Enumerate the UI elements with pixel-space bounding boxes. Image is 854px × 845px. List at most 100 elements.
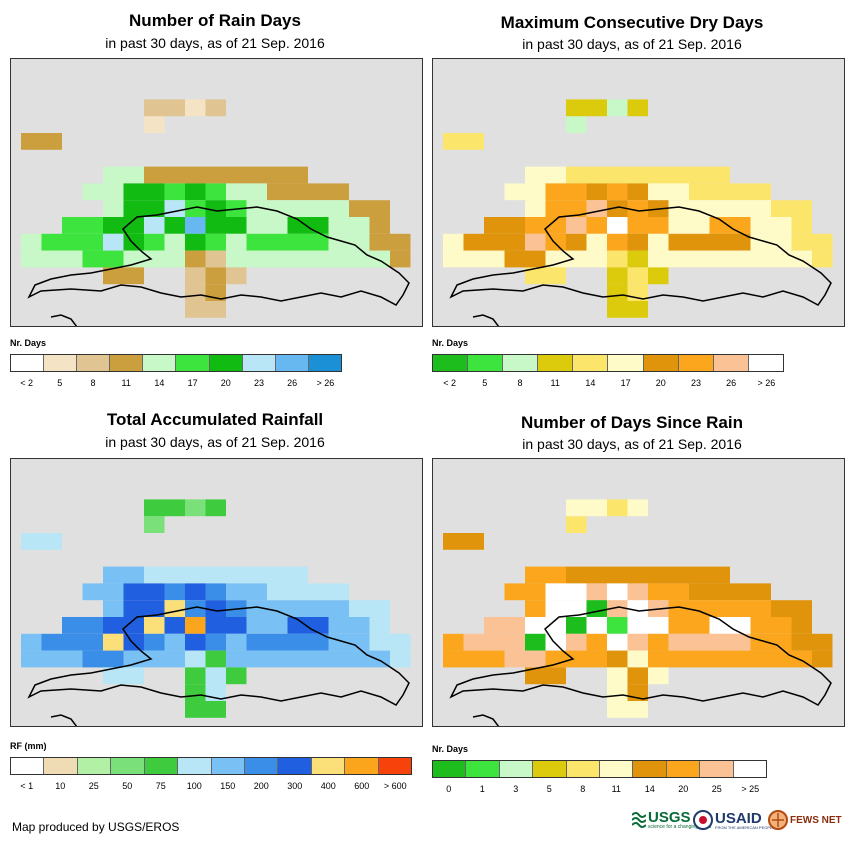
grid-cell bbox=[226, 267, 247, 285]
grid-cell bbox=[21, 250, 42, 268]
grid-cell bbox=[812, 250, 833, 268]
grid-cell bbox=[144, 99, 165, 117]
grid-cell bbox=[164, 99, 185, 117]
legend-swatch bbox=[242, 355, 276, 371]
grid-cell bbox=[566, 633, 587, 651]
legend-tick-label: > 25 bbox=[741, 784, 760, 794]
grid-cell bbox=[771, 217, 792, 234]
grid-cell bbox=[709, 633, 730, 651]
grid-cell bbox=[668, 583, 689, 601]
usgs-logo: USGS science for a changing world bbox=[632, 807, 711, 833]
grid-cell bbox=[246, 583, 267, 601]
grid-cell bbox=[205, 267, 226, 285]
legend-swatch bbox=[466, 761, 500, 777]
panel-title: Number of Days Since Rain bbox=[520, 413, 743, 432]
grid-cell bbox=[607, 633, 628, 651]
grid-cell bbox=[504, 250, 525, 268]
grid-cell bbox=[668, 250, 689, 268]
rainfall-legend-ticks: < 1 10 25 50 75 100 150 200 300 400 600 > 600 bbox=[10, 781, 412, 793]
grid-cell bbox=[668, 183, 689, 201]
legend-swatch bbox=[44, 758, 78, 774]
grid-cell bbox=[627, 701, 648, 718]
footer-credit: Map produced by USGS/EROS bbox=[12, 820, 180, 834]
grid-cell bbox=[545, 583, 566, 601]
grid-cell bbox=[164, 583, 185, 601]
grid-cell bbox=[586, 200, 607, 217]
grid-cell bbox=[648, 583, 669, 601]
grid-cell bbox=[308, 650, 329, 668]
legend-tick-label: 25 bbox=[711, 784, 722, 794]
grid-cell bbox=[791, 600, 812, 617]
grid-cell bbox=[246, 166, 267, 184]
legend-tick-label: 200 bbox=[253, 781, 269, 791]
grid-cell bbox=[246, 183, 267, 201]
grid-cell bbox=[750, 250, 771, 268]
grid-cell bbox=[730, 600, 751, 617]
grid-cell bbox=[287, 250, 308, 268]
grid-cell bbox=[648, 166, 669, 184]
panel-subtitle: in past 30 days, as of 21 Sep. 2016 bbox=[522, 36, 742, 52]
grid-cell bbox=[648, 650, 669, 668]
grid-cell bbox=[287, 200, 308, 217]
grid-cell bbox=[586, 183, 607, 201]
grid-cell bbox=[771, 617, 792, 634]
legend-swatch bbox=[278, 758, 312, 774]
grid-cell bbox=[607, 600, 628, 617]
grid-cell bbox=[205, 633, 226, 651]
grid-cell bbox=[185, 566, 206, 584]
grid-cell bbox=[144, 233, 165, 251]
grid-cell bbox=[103, 650, 124, 668]
grid-cell bbox=[586, 650, 607, 668]
grid-cell bbox=[144, 617, 165, 634]
grid-cell bbox=[525, 566, 546, 584]
legend-swatch bbox=[678, 355, 714, 371]
grid-cell bbox=[21, 633, 42, 651]
grid-cell bbox=[627, 583, 648, 601]
grid-cell bbox=[648, 183, 669, 201]
legend-tick-label: 26 bbox=[726, 378, 737, 388]
grid-cell bbox=[144, 650, 165, 668]
legend-tick-label: 20 bbox=[678, 784, 689, 794]
grid-cell bbox=[545, 617, 566, 634]
grid-cell bbox=[730, 633, 751, 651]
grid-cell bbox=[607, 267, 628, 285]
grid-cell bbox=[484, 217, 505, 234]
grid-cell bbox=[627, 566, 648, 584]
legend-swatch bbox=[573, 355, 609, 371]
grid-cell bbox=[185, 99, 206, 117]
grid-cell bbox=[205, 217, 226, 234]
grid-cell bbox=[226, 217, 247, 234]
grid-cell bbox=[750, 183, 771, 201]
legend-tick-label: 8 bbox=[580, 784, 586, 794]
grid-cell bbox=[545, 600, 566, 617]
grid-cell bbox=[390, 250, 411, 268]
legend-tick-label: 11 bbox=[550, 378, 560, 388]
grid-cell bbox=[709, 250, 730, 268]
grid-cell bbox=[164, 166, 185, 184]
grid-cell bbox=[246, 633, 267, 651]
grid-cell bbox=[607, 166, 628, 184]
legend-title: Nr. Days bbox=[432, 744, 469, 754]
legend-swatch bbox=[176, 355, 210, 371]
grid-cell bbox=[62, 233, 83, 251]
grid-cell bbox=[607, 99, 628, 117]
grid-cell bbox=[185, 617, 206, 634]
grid-cell bbox=[185, 284, 206, 301]
grid-cell bbox=[287, 650, 308, 668]
legend-swatch bbox=[11, 355, 45, 371]
grid-cell bbox=[164, 250, 185, 268]
grid-cell bbox=[730, 583, 751, 601]
grid-cell bbox=[103, 600, 124, 617]
grid-cell bbox=[103, 183, 124, 201]
legend-swatch bbox=[244, 758, 279, 774]
coastline bbox=[449, 206, 832, 326]
grid-cell bbox=[463, 250, 484, 268]
grid-cell bbox=[648, 633, 669, 651]
legend-tick-label: 23 bbox=[253, 378, 265, 388]
grid-cell bbox=[566, 650, 587, 668]
legend-swatch bbox=[110, 355, 144, 371]
grid-cell bbox=[648, 566, 669, 584]
grid-cell bbox=[463, 133, 484, 150]
legend-swatch bbox=[77, 355, 111, 371]
grid-cell bbox=[123, 200, 144, 217]
